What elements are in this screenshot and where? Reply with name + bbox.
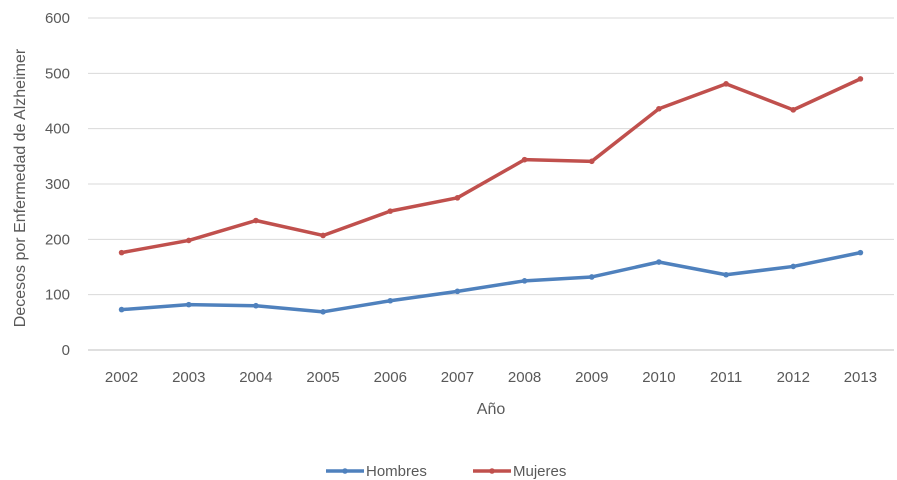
data-point bbox=[790, 107, 797, 113]
legend-label: Hombres bbox=[366, 463, 427, 480]
x-tick-label: 2007 bbox=[441, 369, 474, 386]
data-point bbox=[588, 158, 595, 165]
data-point bbox=[656, 259, 662, 265]
data-point bbox=[253, 302, 259, 309]
data-point bbox=[387, 297, 394, 304]
data-point bbox=[723, 271, 729, 278]
x-tick-label: 2013 bbox=[844, 369, 877, 386]
legend-marker bbox=[489, 468, 495, 474]
x-tick-label: 2002 bbox=[105, 369, 138, 386]
gridlines bbox=[88, 17, 894, 351]
data-point bbox=[320, 309, 326, 315]
data-point bbox=[454, 288, 461, 295]
y-tick-label: 600 bbox=[45, 10, 70, 27]
legend-label: Mujeres bbox=[513, 463, 566, 480]
data-point bbox=[253, 217, 259, 224]
series-line-1 bbox=[119, 77, 863, 255]
data-point bbox=[118, 249, 125, 256]
data-point bbox=[118, 306, 125, 313]
x-axis-title: Año bbox=[477, 401, 506, 418]
data-point bbox=[185, 237, 192, 244]
series-lines bbox=[118, 76, 864, 315]
x-tick-label: 2006 bbox=[374, 369, 407, 386]
x-axis-ticks: 2002 2003 2004 2005 2006 2007 2008 2009 2010 2011… bbox=[105, 369, 877, 386]
x-tick-label: 2010 bbox=[642, 369, 675, 386]
y-tick-label: 400 bbox=[45, 121, 70, 138]
data-point bbox=[857, 76, 864, 82]
x-tick-label: 2012 bbox=[777, 369, 810, 386]
data-point bbox=[387, 208, 394, 214]
data-point bbox=[656, 105, 662, 112]
data-point bbox=[320, 232, 326, 239]
data-point bbox=[723, 81, 729, 87]
data-point bbox=[521, 278, 528, 284]
x-tick-label: 2008 bbox=[508, 369, 541, 386]
y-tick-label: 500 bbox=[45, 65, 70, 82]
y-tick-label: 100 bbox=[45, 287, 70, 304]
y-tick-label: 300 bbox=[45, 176, 70, 193]
y-tick-label: 0 bbox=[62, 342, 70, 359]
x-tick-label: 2004 bbox=[239, 369, 272, 386]
y-axis-title: Decesos por Enfermedad de Alzheimer bbox=[12, 48, 29, 327]
data-point bbox=[185, 301, 192, 308]
data-point bbox=[588, 274, 595, 280]
series-line-0 bbox=[119, 250, 863, 314]
legend: Hombres Mujeres bbox=[326, 463, 566, 480]
data-point bbox=[790, 263, 797, 270]
y-tick-label: 200 bbox=[45, 231, 70, 248]
x-tick-label: 2011 bbox=[710, 369, 742, 386]
x-tick-label: 2003 bbox=[172, 369, 205, 386]
legend-marker bbox=[342, 468, 348, 474]
y-axis-ticks: 0 100 200 300 400 500 600 bbox=[45, 10, 70, 359]
x-tick-label: 2005 bbox=[306, 369, 339, 386]
data-point bbox=[857, 249, 864, 256]
data-point bbox=[521, 156, 528, 163]
x-tick-label: 2009 bbox=[575, 369, 608, 386]
data-point bbox=[454, 195, 461, 201]
